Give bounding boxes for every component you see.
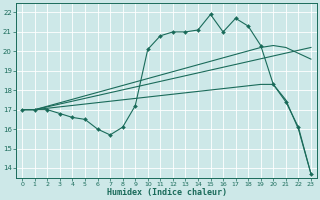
X-axis label: Humidex (Indice chaleur): Humidex (Indice chaleur) [107, 188, 227, 197]
